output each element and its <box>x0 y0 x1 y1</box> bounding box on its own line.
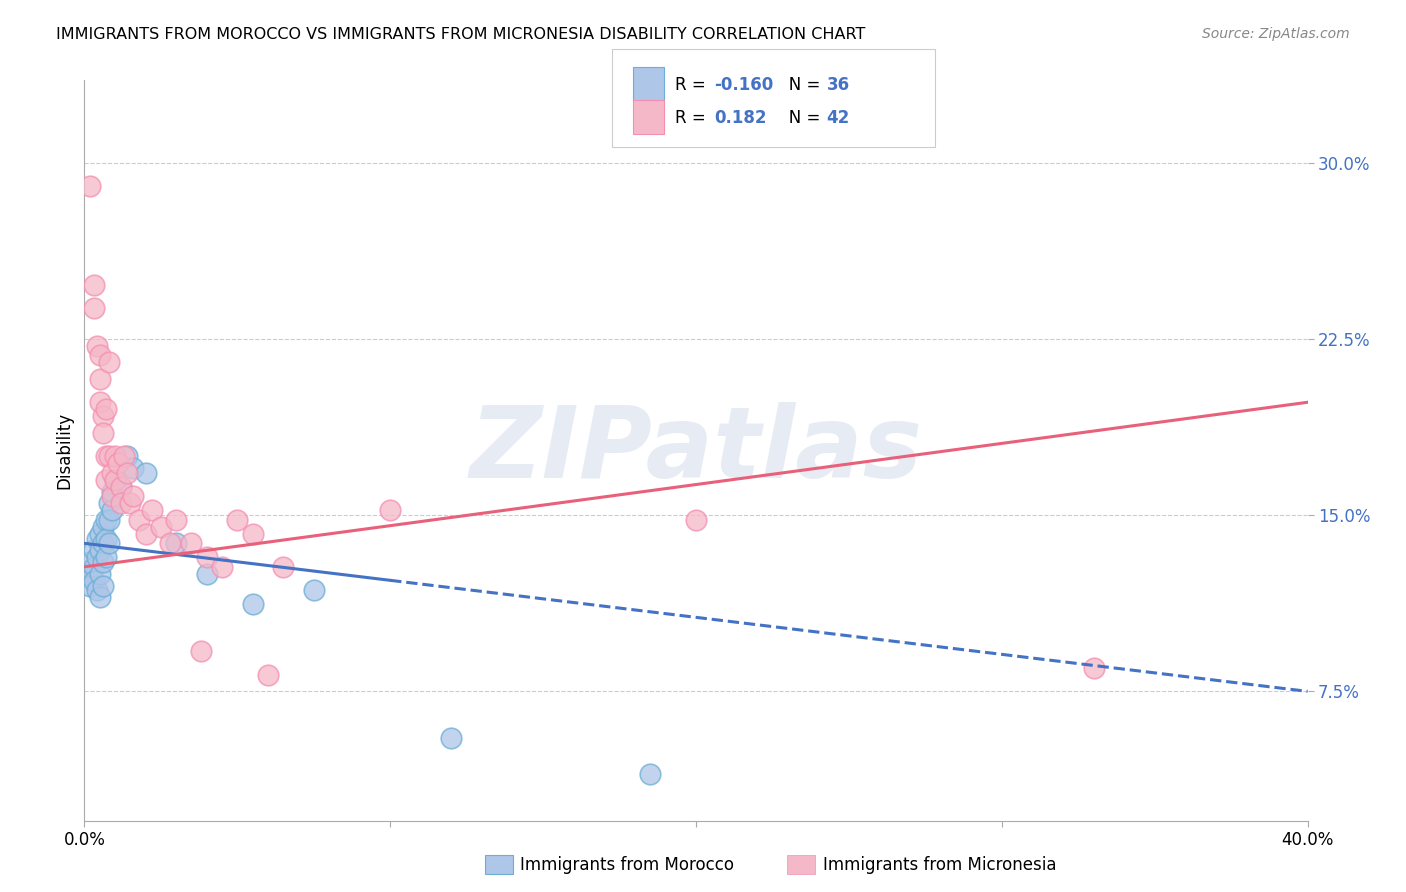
Point <box>89 566 111 581</box>
Point <box>110 480 132 494</box>
Point <box>94 402 117 417</box>
Point <box>685 513 707 527</box>
Point <box>79 555 101 569</box>
Point <box>112 450 135 464</box>
Point <box>115 450 138 464</box>
Point <box>101 484 124 499</box>
Point <box>79 179 101 194</box>
Point <box>97 450 120 464</box>
Text: ZIPatlas: ZIPatlas <box>470 402 922 499</box>
Point <box>115 466 138 480</box>
Point <box>135 527 157 541</box>
Point <box>135 466 157 480</box>
Point <box>101 489 124 503</box>
Point <box>83 559 105 574</box>
Point <box>89 348 111 362</box>
Point <box>190 644 212 658</box>
Point <box>195 550 218 565</box>
Point <box>242 527 264 541</box>
Point <box>107 456 129 470</box>
Text: R =: R = <box>675 109 716 127</box>
Point <box>120 496 142 510</box>
Point <box>86 532 108 546</box>
Point <box>86 583 108 598</box>
Point <box>94 473 117 487</box>
Point <box>83 543 105 558</box>
Point <box>101 466 124 480</box>
Point <box>180 536 202 550</box>
Point <box>86 339 108 353</box>
Point <box>165 536 187 550</box>
Point <box>91 536 114 550</box>
Point <box>165 513 187 527</box>
Point <box>110 480 132 494</box>
Point <box>97 355 120 369</box>
Point <box>195 566 218 581</box>
Point <box>91 520 114 534</box>
Point <box>226 513 249 527</box>
Point <box>76 566 98 581</box>
Text: Immigrants from Morocco: Immigrants from Morocco <box>520 856 734 874</box>
Text: 42: 42 <box>827 109 851 127</box>
Point <box>380 503 402 517</box>
Point <box>122 489 145 503</box>
Point <box>91 425 114 440</box>
Point <box>97 496 120 510</box>
Text: -0.160: -0.160 <box>714 76 773 94</box>
Point <box>440 731 463 746</box>
Point <box>91 555 114 569</box>
Point <box>1083 661 1105 675</box>
Point <box>79 579 101 593</box>
Point <box>83 574 105 588</box>
Point <box>83 277 105 292</box>
Text: 36: 36 <box>827 76 849 94</box>
Point <box>159 536 181 550</box>
Text: R =: R = <box>675 76 711 94</box>
Point <box>89 527 111 541</box>
Point <box>89 395 111 409</box>
Point <box>271 559 294 574</box>
Point <box>83 301 105 316</box>
Point <box>302 583 325 598</box>
Point <box>101 503 124 517</box>
Point <box>257 668 280 682</box>
Point <box>110 496 132 510</box>
Point <box>94 450 117 464</box>
Point <box>94 513 117 527</box>
Point <box>89 372 111 386</box>
Text: N =: N = <box>773 76 825 94</box>
Text: 0.182: 0.182 <box>714 109 766 127</box>
Point <box>141 503 163 517</box>
Point <box>104 450 127 464</box>
Point <box>91 409 114 424</box>
Point <box>242 598 264 612</box>
Point <box>104 473 127 487</box>
Point <box>122 461 145 475</box>
Point <box>638 766 661 780</box>
Text: N =: N = <box>773 109 825 127</box>
Text: Source: ZipAtlas.com: Source: ZipAtlas.com <box>1202 27 1350 41</box>
Point <box>97 536 120 550</box>
Text: IMMIGRANTS FROM MOROCCO VS IMMIGRANTS FROM MICRONESIA DISABILITY CORRELATION CHA: IMMIGRANTS FROM MOROCCO VS IMMIGRANTS FR… <box>56 27 866 42</box>
Point <box>104 473 127 487</box>
Point <box>128 513 150 527</box>
Point <box>86 550 108 565</box>
Point <box>149 520 172 534</box>
Point <box>94 532 117 546</box>
Point <box>94 550 117 565</box>
Point <box>89 543 111 558</box>
Y-axis label: Disability: Disability <box>55 412 73 489</box>
Point <box>97 513 120 527</box>
Point <box>89 591 111 605</box>
Text: Immigrants from Micronesia: Immigrants from Micronesia <box>823 856 1056 874</box>
Point <box>211 559 233 574</box>
Point <box>91 579 114 593</box>
